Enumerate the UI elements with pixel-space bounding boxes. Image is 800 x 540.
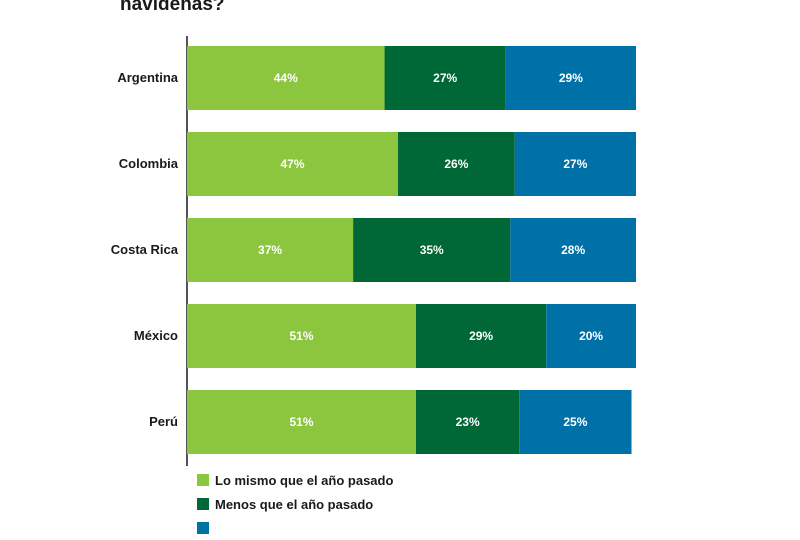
legend-label: Menos que el año pasado <box>215 496 374 512</box>
bar-segment <box>187 132 399 196</box>
legend-swatch <box>197 498 209 510</box>
data-label: 35% <box>420 243 444 257</box>
bar-segment <box>510 218 636 282</box>
category-label: México <box>134 328 178 343</box>
data-label: 51% <box>289 415 313 429</box>
bar-segment <box>415 304 547 368</box>
legend-item: Lo mismo que el año pasado <box>197 468 393 492</box>
legend-swatch <box>197 522 209 534</box>
category-labels-group: Argentina Colombia Costa Rica México Perú <box>111 70 179 429</box>
data-label: 37% <box>258 243 282 257</box>
legend-swatch <box>197 474 209 486</box>
bar-segment <box>353 218 511 282</box>
data-label: 20% <box>579 329 603 343</box>
bar-segment <box>187 218 354 282</box>
data-label: 47% <box>280 157 304 171</box>
bar-segment <box>398 132 515 196</box>
bar-segment <box>187 390 416 454</box>
data-label: 29% <box>559 71 583 85</box>
data-label: 28% <box>561 243 585 257</box>
bar-segment <box>187 304 416 368</box>
bar-segment <box>415 390 520 454</box>
data-label: 27% <box>563 157 587 171</box>
bar-segment <box>519 390 632 454</box>
legend-item: Menos que el año pasado <box>197 492 393 516</box>
category-label: Costa Rica <box>111 242 179 257</box>
bar-segment <box>514 132 636 196</box>
bars-group: 44% 27% 29% 47% 26% 27% 37% 35% 28% 51% 29% 20% 51% 2… <box>187 46 636 454</box>
category-label: Colombia <box>119 156 179 171</box>
legend: Lo mismo que el año pasado Menos que el a… <box>197 468 393 540</box>
legend-label: Lo mismo que el año pasado <box>215 472 394 488</box>
category-label: Argentina <box>117 70 178 85</box>
bar-segment <box>187 46 385 110</box>
data-label: 23% <box>456 415 480 429</box>
data-label: 29% <box>469 329 493 343</box>
legend-item <box>197 516 393 540</box>
data-label: 26% <box>444 157 468 171</box>
bar-segment <box>546 304 636 368</box>
data-label: 51% <box>289 329 313 343</box>
category-label: Perú <box>149 414 178 429</box>
data-label: 25% <box>563 415 587 429</box>
bar-segment <box>505 46 636 110</box>
data-label: 27% <box>433 71 457 85</box>
data-label: 44% <box>274 71 298 85</box>
bar-segment <box>384 46 506 110</box>
chart-title: navideñas? <box>120 0 225 15</box>
stacked-bar-chart: 44% 27% 29% 47% 26% 27% 37% 35% 28% 51% 29% 20% 51% 2… <box>111 36 636 466</box>
